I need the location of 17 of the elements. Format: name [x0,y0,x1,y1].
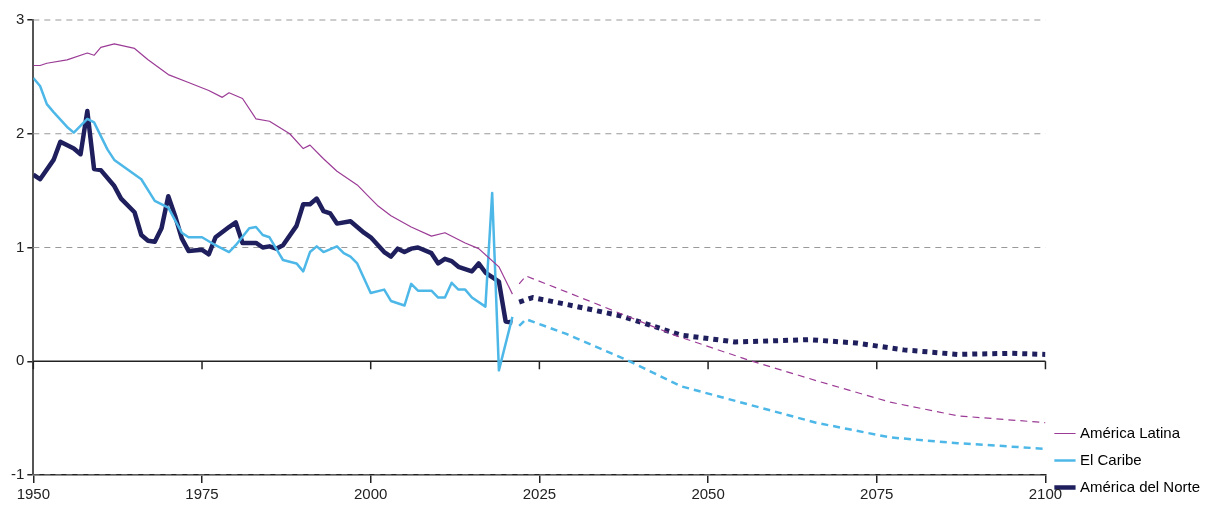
legend-label: América del Norte [1079,477,1200,495]
legend-label: El Caribe [1079,450,1142,468]
x-tick-label: 2000 [354,485,388,503]
line-series [517,317,1046,451]
x-tick-label: 2025 [522,485,557,503]
y-tick-label: 1 [15,237,25,255]
x-tick-label: 1950 [16,485,51,503]
y-tick-label: 3 [15,10,25,28]
line-series [518,275,1046,424]
x-tick-label: 2075 [860,485,894,503]
x-tick-label: 1975 [185,485,219,503]
y-tick-label: 2 [15,123,25,141]
x-tick-label: 2100 [1028,485,1063,503]
x-tick-label: 2050 [691,485,725,503]
y-tick-label: -1 [10,465,25,483]
y-tick-label: 0 [15,351,25,369]
legend-label: América Latina [1079,423,1181,441]
